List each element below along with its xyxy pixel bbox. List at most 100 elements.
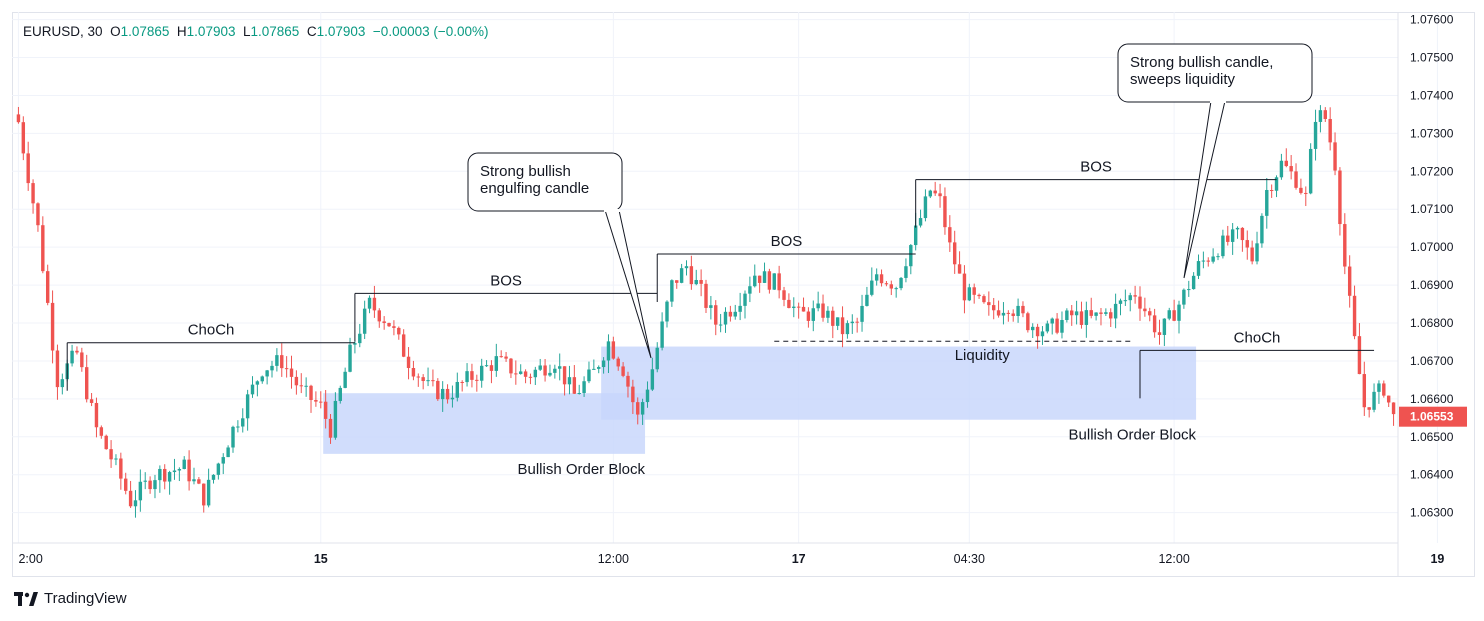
candle-body — [884, 283, 889, 285]
candle-body — [255, 381, 260, 385]
high-label: H — [176, 24, 187, 39]
candle — [202, 483, 206, 513]
price-tick-label: 1.06400 — [1410, 468, 1454, 482]
candle-body — [738, 305, 742, 312]
open-label: O — [110, 24, 121, 39]
candle — [1367, 407, 1371, 418]
candle — [1143, 297, 1147, 317]
candle — [826, 306, 830, 323]
candle — [153, 474, 157, 499]
candle-body — [865, 294, 869, 306]
high-value: 1.07903 — [186, 24, 236, 39]
candle-body — [450, 397, 455, 400]
candle — [445, 384, 450, 404]
candle-body — [333, 400, 338, 438]
candle-body — [962, 273, 967, 301]
candle — [75, 346, 79, 355]
candle-body — [606, 341, 611, 361]
candle-body — [1196, 261, 1201, 276]
candle — [333, 392, 338, 440]
candle — [977, 293, 981, 299]
candle — [416, 373, 421, 387]
candle — [60, 373, 65, 395]
candle — [1133, 285, 1137, 304]
candle-body — [1367, 407, 1371, 410]
candle — [221, 453, 225, 475]
candle-body — [572, 377, 577, 394]
candle-body — [31, 183, 35, 204]
candle-body — [509, 358, 513, 374]
candle-body — [314, 400, 318, 402]
order-block-zones — [323, 346, 1197, 454]
candle — [567, 365, 572, 395]
candle-body — [1162, 318, 1167, 335]
candle-body — [655, 347, 659, 370]
candle — [489, 360, 494, 384]
candle-body — [245, 394, 250, 419]
candle-body — [265, 370, 269, 377]
candle — [80, 347, 84, 372]
candle-body — [475, 379, 479, 381]
candle — [884, 281, 889, 287]
interval-label[interactable]: 30 — [87, 24, 103, 39]
candle-body — [323, 401, 328, 419]
candle — [114, 454, 118, 466]
candle — [1230, 223, 1235, 255]
candle-body — [699, 280, 703, 284]
candle — [1250, 240, 1254, 265]
candle — [577, 384, 581, 395]
candle-body — [75, 350, 79, 353]
chart-frame[interactable] — [12, 12, 1475, 577]
candle — [1187, 280, 1191, 297]
candle-body — [275, 355, 279, 366]
candle — [684, 260, 689, 276]
candle-body — [236, 426, 240, 428]
candle-body — [938, 193, 942, 197]
liquidity-label: Liquidity — [955, 347, 1011, 364]
candle-body — [1343, 224, 1347, 267]
candle-body — [1299, 187, 1303, 193]
candle — [280, 343, 284, 377]
candle-body — [636, 402, 640, 415]
price-axis[interactable]: 1.06300 1.06400 1.06500 1.06600 1.06700 1.068… — [1397, 12, 1467, 577]
candle — [1352, 285, 1357, 340]
candle — [397, 326, 401, 340]
price-tick-label: 1.07400 — [1410, 88, 1454, 102]
candle-body — [401, 334, 406, 357]
candle — [241, 408, 245, 433]
candle-body — [816, 303, 820, 309]
candle-body — [465, 371, 469, 383]
candle-body — [1357, 336, 1362, 375]
symbol-label[interactable]: EURUSD — [23, 24, 81, 39]
candle-body — [670, 280, 674, 302]
candles[interactable] — [16, 105, 1396, 518]
candle — [1372, 383, 1376, 413]
candle-body — [319, 401, 323, 403]
candle — [1284, 148, 1288, 168]
candle — [714, 300, 718, 336]
candle — [777, 265, 781, 299]
candle — [99, 425, 104, 439]
candle-body — [514, 373, 518, 375]
candle-body — [80, 352, 84, 368]
candle — [909, 244, 913, 275]
candle-body — [679, 268, 684, 283]
price-tick-label: 1.06800 — [1410, 316, 1454, 330]
candle-body — [484, 365, 489, 367]
candle — [197, 477, 201, 485]
brand-name: TradingView — [44, 590, 127, 607]
candle — [1162, 318, 1167, 347]
candle-body — [119, 458, 123, 479]
candle — [1304, 186, 1308, 207]
candle — [206, 468, 211, 508]
candle — [70, 344, 74, 367]
candle-body — [787, 299, 791, 308]
tradingview-brand[interactable]: TradingView — [14, 590, 127, 607]
candle — [94, 397, 99, 438]
candle-body — [1026, 313, 1030, 331]
candle — [104, 434, 108, 450]
candle — [1148, 307, 1152, 322]
candle — [1118, 298, 1123, 316]
